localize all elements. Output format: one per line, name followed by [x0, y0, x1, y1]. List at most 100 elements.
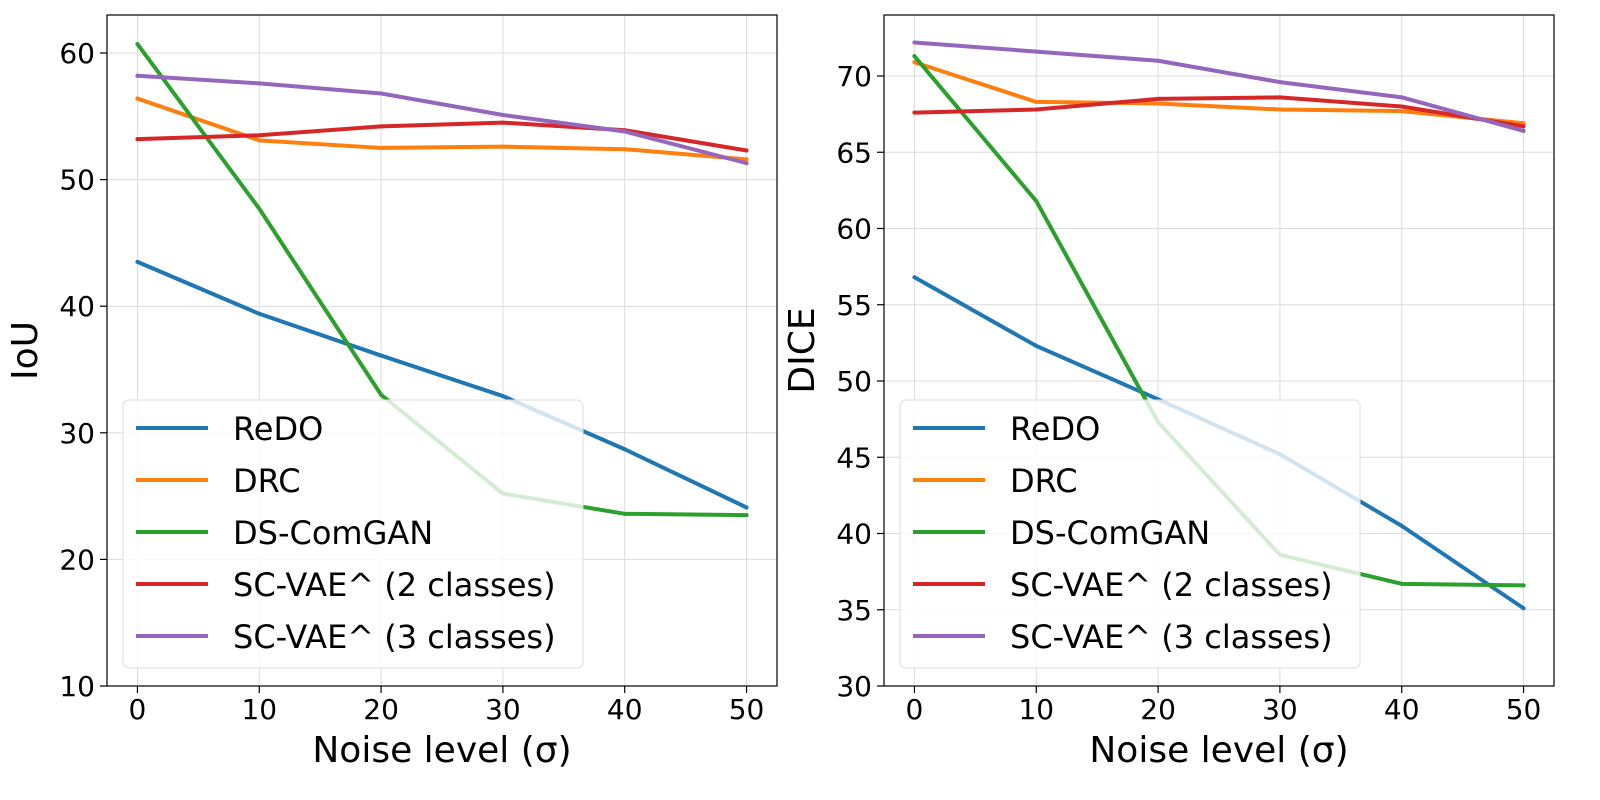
legend: ReDO DRC DS-ComGAN SC-VAE^ (2 classes) SC-VA…	[122, 399, 584, 669]
y-tick-label: 45	[836, 441, 872, 474]
data-point	[257, 138, 262, 143]
x-tick-label: 50	[1506, 693, 1542, 726]
chart-panel-2: 0 10 20 30 40 50 30 35 40 45 50 55 60 65 70 Noise level…	[782, 14, 1555, 771]
data-point	[257, 81, 262, 86]
legend: ReDO DRC DS-ComGAN SC-VAE^ (2 classes) SC-VA…	[899, 399, 1361, 669]
y-tick-label: 35	[836, 594, 872, 627]
data-point	[379, 91, 384, 96]
series-line-drc	[135, 96, 749, 162]
data-point	[1277, 80, 1282, 85]
series-line-drc	[912, 60, 1526, 126]
series-line-sc-vae-3-classes-	[912, 40, 1526, 133]
data-point	[1156, 101, 1161, 106]
y-tick-label: 55	[836, 289, 872, 322]
y-axis-label: DICE	[782, 307, 823, 393]
legend-label: SC-VAE^ (3 classes)	[1010, 618, 1333, 656]
legend-label: DRC	[1010, 462, 1078, 500]
data-point	[1034, 199, 1039, 204]
data-point	[135, 73, 140, 78]
data-point	[379, 392, 384, 397]
x-tick-label: 10	[241, 693, 277, 726]
y-tick-label: 50	[836, 365, 872, 398]
data-point	[1399, 95, 1404, 100]
x-tick-label: 40	[607, 693, 643, 726]
data-point	[1156, 96, 1161, 101]
data-point	[379, 145, 384, 150]
data-point	[622, 129, 627, 134]
series-line-sc-vae-2-classes-	[135, 120, 749, 153]
data-point	[912, 60, 917, 65]
data-point	[744, 513, 749, 518]
y-tick-label: 30	[836, 670, 872, 703]
data-point	[622, 147, 627, 152]
y-tick-label: 65	[836, 136, 872, 169]
data-point	[500, 113, 505, 118]
data-point	[1034, 343, 1039, 348]
x-tick-label: 30	[485, 693, 521, 726]
y-tick-label: 60	[59, 37, 95, 70]
legend-label: SC-VAE^ (3 classes)	[233, 618, 556, 656]
legend-label: DS-ComGAN	[1010, 514, 1210, 552]
data-point	[379, 124, 384, 129]
legend-label: SC-VAE^ (2 classes)	[233, 566, 556, 604]
data-point	[1521, 583, 1526, 588]
data-point	[500, 120, 505, 125]
legend-label: ReDO	[233, 410, 323, 448]
data-point	[1399, 104, 1404, 109]
data-point	[257, 206, 262, 211]
data-point	[1399, 109, 1404, 114]
data-point	[622, 447, 627, 452]
data-point	[257, 311, 262, 316]
data-point	[1521, 124, 1526, 129]
data-point	[1521, 128, 1526, 133]
data-point	[135, 42, 140, 47]
legend-label: ReDO	[1010, 410, 1100, 448]
y-tick-label: 40	[59, 290, 95, 323]
y-tick-label: 70	[836, 60, 872, 93]
x-tick-label: 40	[1384, 693, 1420, 726]
chart-panel-1: 0 10 20 30 40 50 10 20 30 40 50 60 Noise level (σ) Io…	[5, 14, 778, 771]
data-point	[1156, 58, 1161, 63]
data-point	[135, 137, 140, 142]
legend-label: DS-ComGAN	[233, 514, 433, 552]
axes-frame	[106, 14, 778, 687]
legend-label: SC-VAE^ (2 classes)	[1010, 566, 1333, 604]
data-point	[135, 259, 140, 264]
y-tick-label: 20	[59, 543, 95, 576]
data-point	[912, 110, 917, 115]
series-line-sc-vae-2-classes-	[912, 95, 1526, 129]
data-point	[1034, 99, 1039, 104]
x-tick-label: 0	[129, 693, 147, 726]
data-point	[744, 148, 749, 153]
data-point	[912, 40, 917, 45]
y-tick-label: 40	[836, 518, 872, 551]
axes-frame	[883, 14, 1555, 687]
data-point	[1277, 95, 1282, 100]
data-point	[135, 96, 140, 101]
legend-box	[899, 399, 1361, 669]
data-point	[1521, 606, 1526, 611]
data-point	[500, 394, 505, 399]
x-axis-label: Noise level (σ)	[1089, 730, 1348, 771]
data-point	[257, 133, 262, 138]
data-point	[379, 353, 384, 358]
y-tick-label: 50	[59, 164, 95, 197]
series-line-sc-vae-3-classes-	[135, 73, 749, 166]
x-axis-label: Noise level (σ)	[312, 730, 571, 771]
data-point	[1399, 581, 1404, 586]
series-line-redo	[135, 259, 749, 510]
data-point	[1034, 107, 1039, 112]
x-tick-label: 50	[729, 693, 765, 726]
x-tick-label: 10	[1018, 693, 1054, 726]
data-point	[744, 161, 749, 166]
data-point	[912, 275, 917, 280]
data-point	[912, 54, 917, 59]
data-point	[622, 511, 627, 516]
data-point	[1034, 49, 1039, 54]
data-point	[744, 505, 749, 510]
data-point	[500, 144, 505, 149]
x-tick-label: 0	[906, 693, 924, 726]
data-point	[1399, 523, 1404, 528]
y-tick-label: 60	[836, 213, 872, 246]
